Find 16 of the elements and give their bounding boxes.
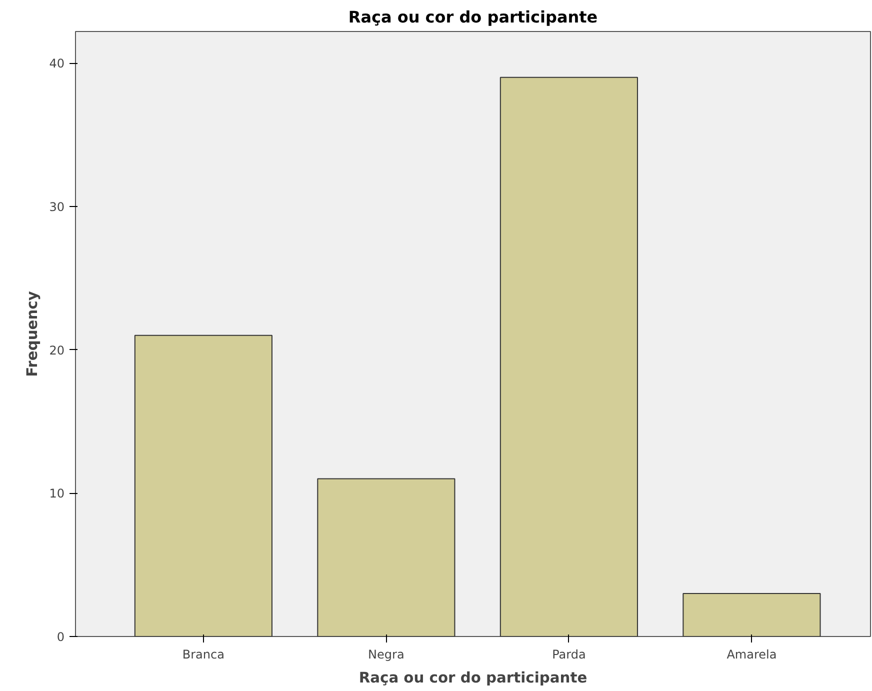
x-tick-label: Branca [182,648,224,662]
bar [682,592,821,636]
x-axis-title: Raça ou cor do participante [358,670,588,686]
chart-title: Raça ou cor do participante [348,8,598,26]
x-tick-label: Parda [552,648,586,662]
x-tick-label: Amarela [726,648,777,662]
bar [500,76,638,636]
bar [134,334,272,636]
y-tick-label: 10 [49,486,65,501]
y-tick-label: 30 [49,200,65,214]
x-tick-label: Negra [368,648,404,662]
bar [317,478,456,636]
y-tick-label: 40 [49,56,65,71]
y-axis-title: Frequency [24,290,42,377]
y-tick-label: 0 [56,630,65,644]
y-tick-label: 20 [49,343,65,358]
